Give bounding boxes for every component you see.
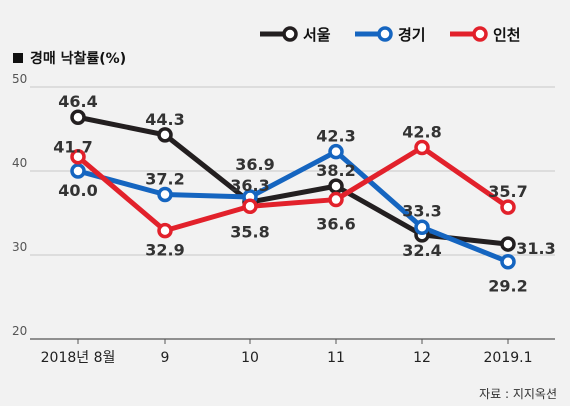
x-tick-label: 9 [161, 350, 170, 366]
source-note: 자료 : 지지옥션 [479, 387, 557, 401]
data-label: 37.2 [145, 170, 184, 189]
legend-marker-3 [472, 26, 488, 42]
data-label: 41.7 [53, 138, 92, 157]
x-tick-label: 2019.1 [484, 350, 533, 366]
data-label: 38.2 [316, 161, 355, 180]
data-label: 36.6 [316, 215, 355, 234]
data-label: 31.3 [516, 239, 555, 258]
x-tick-label: 10 [241, 350, 259, 366]
data-label: 36.3 [230, 176, 269, 195]
series-3-point [157, 222, 173, 239]
series-line-3 [75, 144, 511, 234]
y-tick-label: 50 [12, 72, 27, 86]
series-3-point [242, 198, 258, 215]
data-label: 42.3 [316, 127, 355, 146]
series-line-1 [75, 114, 511, 247]
data-label: 32.4 [402, 241, 441, 260]
series-2-point [328, 143, 344, 160]
data-label: 46.4 [58, 92, 97, 111]
data-label: 44.3 [145, 110, 184, 129]
series-2-point [414, 219, 430, 236]
chart-title: 경매 낙찰률(%) [30, 50, 126, 67]
title-marker [13, 53, 23, 63]
x-axis: 2018년 8월 9 10 11 12 2019.1 [41, 339, 533, 366]
y-axis: 20 30 40 50 [12, 72, 27, 338]
legend-label: 서울 [303, 26, 331, 44]
legend-label: 경기 [398, 26, 426, 44]
data-label: 42.8 [402, 122, 441, 141]
x-tick-label: 12 [413, 350, 431, 366]
series-3-point [328, 191, 344, 208]
x-tick-label: 2018년 8월 [41, 350, 116, 366]
data-label: 29.2 [488, 277, 527, 296]
legend-marker-2 [377, 26, 393, 42]
y-tick-label: 20 [12, 324, 27, 338]
series-1-point [157, 127, 173, 143]
data-labels: 46.4 44.3 36.3 38.2 32.4 31.3 40.0 37.2 36.9 42.3… [53, 92, 555, 295]
series-1-point [500, 236, 516, 252]
legend-marker-1 [282, 26, 298, 42]
series-1-point [70, 109, 86, 125]
data-label: 35.8 [230, 222, 269, 241]
series-group [70, 109, 516, 270]
data-label: 32.9 [145, 241, 184, 260]
series-2-point [157, 186, 173, 203]
y-tick-label: 30 [12, 240, 27, 254]
series-2-point [70, 163, 86, 179]
series-1-point [328, 178, 344, 194]
y-tick-label: 40 [12, 156, 27, 170]
x-tick-label: 11 [327, 350, 345, 366]
grid [30, 86, 555, 340]
legend: 서울 경기 인천 [260, 26, 521, 44]
data-label: 40.0 [58, 181, 97, 200]
series-3-point [500, 199, 516, 215]
series-3-point [414, 139, 430, 156]
data-label: 36.9 [235, 155, 274, 174]
data-label: 35.7 [488, 182, 527, 201]
series-3-point [70, 148, 86, 165]
legend-label: 인천 [493, 26, 521, 44]
series-line-2 [75, 149, 511, 265]
series-2-point [500, 253, 516, 270]
data-label: 33.3 [402, 201, 441, 220]
